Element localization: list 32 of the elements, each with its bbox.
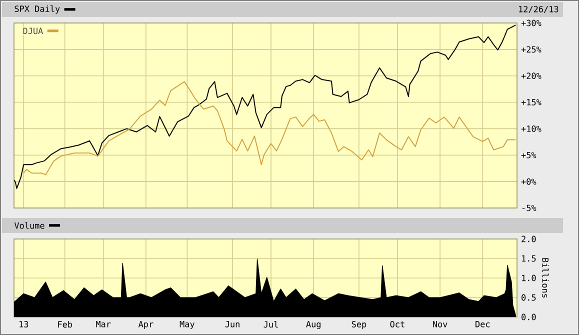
text: 12/26/13 bbox=[519, 6, 558, 14]
x-tick-label: Apr bbox=[138, 321, 154, 329]
x-tick-label: Oct bbox=[390, 321, 404, 328]
y-tick-label: +20% bbox=[521, 72, 542, 80]
y-tick-label: 1.0 bbox=[522, 274, 536, 282]
y-axis-title: Billions bbox=[542, 258, 549, 298]
y-tick-label: +10% bbox=[521, 126, 542, 132]
x-tick-label: 13 bbox=[20, 321, 28, 328]
x-tick-label: Nov bbox=[432, 321, 448, 328]
y-tick-label: +0% bbox=[521, 178, 536, 185]
y-tick-label: 2.0 bbox=[522, 236, 536, 242]
legend-label: Volume bbox=[14, 222, 44, 229]
x-tick-label: Sep bbox=[352, 321, 366, 330]
legend-label: DJUA bbox=[23, 28, 43, 34]
y-tick-label: +15% bbox=[521, 99, 542, 106]
x-tick-label: Dec bbox=[476, 321, 490, 328]
y-tick-label: 0.0 bbox=[522, 314, 536, 320]
x-tick-label: May bbox=[180, 321, 194, 329]
y-tick-label: 1.5 bbox=[522, 255, 536, 262]
x-tick-label: Aug bbox=[306, 321, 320, 330]
y-tick-label: 0.5 bbox=[522, 294, 536, 301]
line-series bbox=[14, 24, 516, 189]
x-tick-label: Jul bbox=[264, 321, 278, 328]
x-tick-label: Feb bbox=[58, 321, 72, 328]
x-tick-label: Mar bbox=[96, 321, 111, 328]
legend-label: SPX Daily bbox=[14, 5, 60, 14]
y-tick-label: +5% bbox=[521, 152, 536, 158]
line-series bbox=[23, 81, 516, 176]
y-tick-label: -5% bbox=[522, 204, 536, 212]
y-tick-label: +30% bbox=[521, 20, 542, 26]
y-tick-label: +25% bbox=[521, 46, 542, 53]
x-tick-label: Jun bbox=[225, 321, 240, 328]
